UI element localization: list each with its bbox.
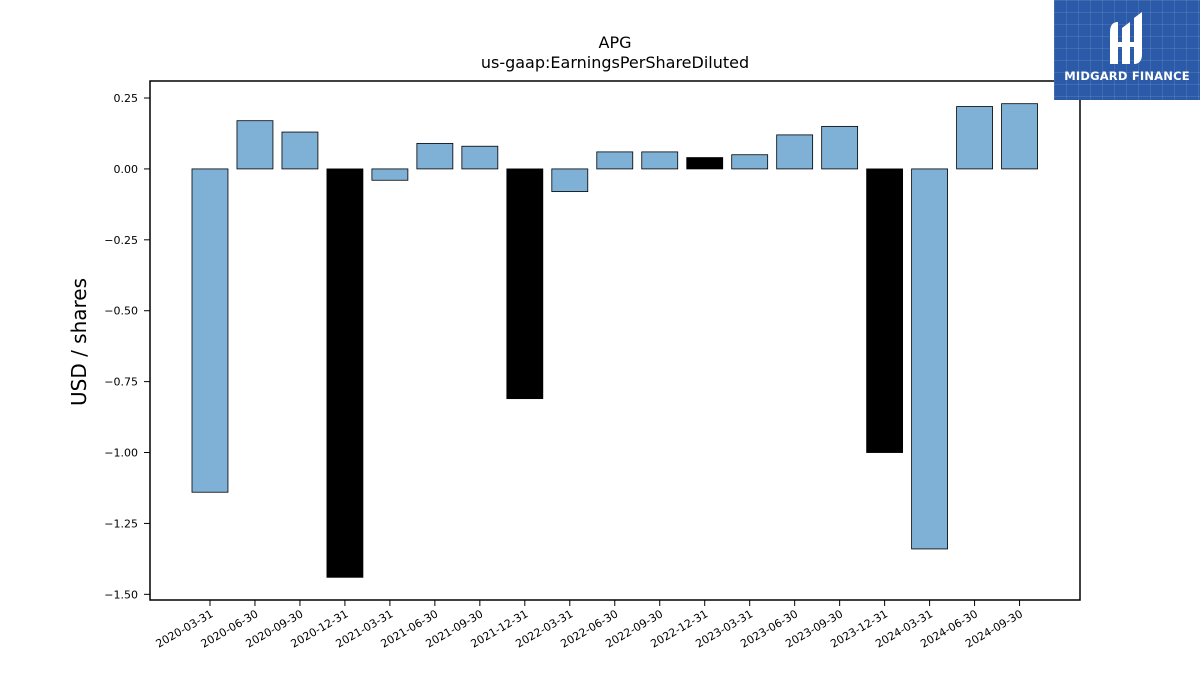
y-tick-label: 0.25 bbox=[114, 92, 139, 105]
plot-frame bbox=[149, 80, 1081, 601]
y-tick-label: −1.25 bbox=[104, 517, 138, 530]
bar-2020-09-30 bbox=[281, 131, 319, 170]
bar-2023-12-31 bbox=[866, 168, 904, 453]
bar-2021-03-31 bbox=[371, 168, 409, 181]
bar-2023-03-31 bbox=[731, 154, 769, 170]
bar-2022-12-31 bbox=[686, 157, 724, 170]
logo-text: MIDGARD FINANCE bbox=[1064, 69, 1190, 83]
bar-2020-12-31 bbox=[326, 168, 364, 578]
brand-logo: MIDGARD FINANCE bbox=[1054, 0, 1200, 100]
y-tick-label: 0.00 bbox=[114, 163, 139, 176]
bar-2020-03-31 bbox=[191, 168, 229, 493]
bar-2022-06-30 bbox=[596, 151, 634, 170]
bar-2022-09-30 bbox=[641, 151, 679, 170]
bar-2024-03-31 bbox=[911, 168, 948, 550]
y-axis-label: USD / shares bbox=[67, 278, 91, 406]
bar-2023-09-30 bbox=[821, 125, 859, 170]
bar-2021-09-30 bbox=[461, 145, 499, 170]
bar-2021-12-31 bbox=[506, 168, 544, 400]
bar-2021-06-30 bbox=[416, 142, 454, 170]
y-tick-label: −1.50 bbox=[104, 588, 138, 601]
bars-group bbox=[191, 103, 1038, 578]
y-tick-label: −1.00 bbox=[104, 447, 138, 460]
y-tick-label: −0.75 bbox=[104, 376, 138, 389]
bar-2020-06-30 bbox=[236, 120, 274, 170]
bar-2024-09-30 bbox=[1001, 103, 1038, 170]
bar-2022-03-31 bbox=[551, 168, 589, 193]
logo-mark-icon bbox=[1110, 12, 1142, 64]
y-tick-label: −0.50 bbox=[104, 305, 138, 318]
bar-2024-06-30 bbox=[956, 106, 993, 170]
chart-title: APG bbox=[599, 33, 632, 52]
chart-subtitle: us-gaap:EarningsPerShareDiluted bbox=[481, 53, 749, 72]
bar-2023-06-30 bbox=[776, 134, 814, 170]
y-ticks: 0.25 0.00 −0.25 −0.50 −0.75 −1.00 −1.25 −1.50 bbox=[104, 92, 150, 601]
y-tick-label: −0.25 bbox=[104, 234, 138, 247]
x-ticks: 2020-03-312020-06-302020-09-302020-12-31… bbox=[154, 600, 1025, 651]
